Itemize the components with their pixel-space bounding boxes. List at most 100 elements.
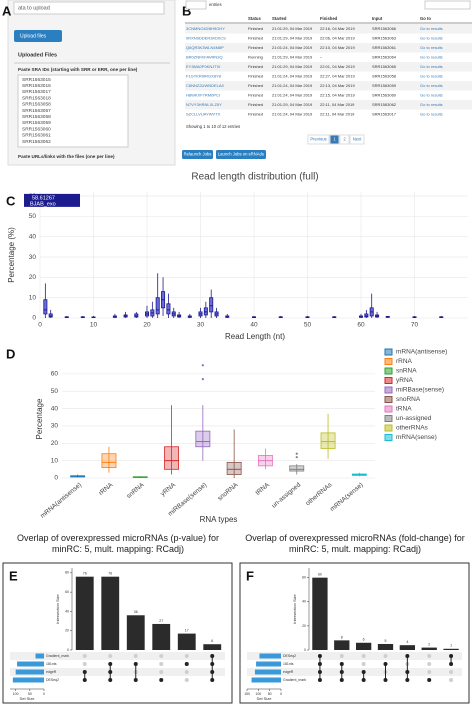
table-cell: Finished — [248, 73, 263, 78]
table-link[interactable]: 3CNMNO4DBH9GHY — [186, 26, 225, 31]
id-textarea — [17, 74, 129, 148]
y-tick-label: 40 — [29, 233, 37, 240]
action-button[interactable] — [216, 150, 266, 159]
bar — [312, 577, 328, 650]
sra-id: SRR1563059 — [22, 120, 51, 126]
action-button[interactable] — [182, 150, 213, 159]
bar — [177, 633, 196, 650]
table-link[interactable]: Go to results — [420, 26, 443, 31]
table-link[interactable]: F1GTKR9IRGX8Y8 — [186, 73, 222, 78]
table-link[interactable]: Go to results — [420, 35, 443, 40]
matrix-dot — [184, 670, 189, 674]
table-row — [185, 90, 472, 100]
table-cell: SRR1563061 — [372, 45, 397, 50]
x-tick-label: 100 — [13, 692, 19, 696]
table-link[interactable]: Q6QR3K3WLN4M8P — [186, 45, 224, 50]
table-link[interactable]: C8NNZ2UWNDELA9 — [186, 83, 225, 88]
x-tick-label: snRNA — [125, 481, 146, 500]
legend-label: snRNA — [396, 368, 417, 375]
legend-label: rRNA — [396, 358, 413, 365]
box — [101, 453, 117, 468]
action-button-label: Relaunch Jobs — [184, 152, 212, 157]
bar — [399, 645, 416, 650]
table-row — [185, 43, 472, 53]
value-label: 6 — [363, 638, 365, 642]
table-link[interactable]: Go to results — [420, 64, 443, 69]
section-heading: Paste SRA IDs (starting with SRR or ERR,… — [18, 67, 138, 72]
table-cell: 22:11, 04 Mar 2019 — [320, 111, 355, 116]
chart-title: Overlap of overexpressed microRNAs (fold… — [245, 533, 465, 554]
box — [164, 446, 179, 470]
value-label: 6 — [211, 639, 213, 643]
table-link[interactable]: Go to results — [420, 92, 443, 97]
table-cell: SRR1563060 — [372, 92, 397, 97]
table-cell: 21:01:24, 04 Mar 2019 — [272, 83, 313, 88]
bar — [126, 615, 145, 650]
x-tick-label: 10 — [90, 322, 98, 329]
table-link[interactable]: Go to results — [420, 83, 443, 88]
set-name: edgeR — [46, 670, 57, 674]
table-cell: Finished — [248, 26, 263, 31]
matrix-dot — [184, 678, 189, 682]
x-axis-label: RNA types — [200, 515, 238, 524]
page-button[interactable] — [329, 134, 340, 145]
table-link[interactable]: EY3MA0P0KNJTIX — [186, 64, 221, 69]
set-name: edgeR — [283, 670, 294, 674]
table-link[interactable]: BR0ZNFKFAVRN3Q — [186, 54, 223, 59]
value-label: 4 — [406, 640, 408, 644]
set-size-bar — [259, 653, 281, 659]
section-heading: Uploaded Files — [18, 52, 57, 58]
matrix-stripe — [247, 668, 462, 676]
table-cell: 22:16, 04 Mar 2019 — [320, 26, 355, 31]
table-link[interactable]: N7VY3HRNLXLZIIY — [186, 102, 222, 107]
table-row — [185, 52, 472, 62]
page-button-label: 2 — [343, 137, 346, 142]
y-tick-label: 10 — [51, 457, 59, 464]
set-size-bar — [254, 669, 281, 675]
table-link[interactable]: Go to results — [420, 54, 443, 59]
table-link[interactable]: Go to results — [420, 73, 443, 78]
matrix-dot — [361, 654, 366, 658]
legend-label: otherRNAs — [396, 425, 429, 432]
table-cell: Running — [248, 54, 263, 59]
page-button[interactable] — [339, 134, 350, 145]
matrix-dot — [133, 654, 138, 658]
box — [364, 313, 369, 318]
section-heading: Paste URLs/links with the files (one per… — [18, 154, 115, 159]
value-label: 60 — [318, 573, 322, 577]
column-header: Status — [248, 16, 261, 21]
upload-button[interactable] — [14, 30, 62, 42]
table-cell: Finished — [248, 45, 263, 50]
sra-id: SRR1563016 — [22, 83, 51, 89]
table-link[interactable]: 0RXN9DDER3KD0CS — [186, 35, 226, 40]
y-tick-label: 80 — [65, 571, 69, 575]
table-cell: 21:01:29, 04 Mar 2019 — [272, 35, 313, 40]
entries-select[interactable] — [185, 0, 207, 10]
table-cell: 21:01:24, 04 Mar 2019 — [272, 73, 313, 78]
page-button[interactable] — [307, 134, 330, 145]
legend-swatch — [384, 386, 393, 394]
matrix-dot — [184, 654, 189, 658]
table-cell: 21:01:29, 04 Mar 2019 — [272, 102, 313, 107]
y-tick-label: 20 — [29, 274, 37, 281]
page-button[interactable] — [349, 134, 365, 145]
matrix-dot — [427, 678, 432, 682]
legend-swatch — [384, 377, 393, 384]
legend-swatch — [384, 396, 393, 403]
value-label: 27 — [159, 619, 163, 623]
legend-swatch — [384, 415, 393, 422]
table-link[interactable]: Go to results — [420, 111, 443, 116]
table-link[interactable]: SZCLLVUAYWVTX — [186, 111, 221, 116]
table-cell: SRR1563017 — [372, 111, 397, 116]
table-link[interactable]: H8WKXF7RM0PCI — [186, 92, 220, 97]
search-box[interactable] — [424, 0, 471, 10]
set-name: Gradient_mark — [283, 678, 306, 682]
legend-label: tRNA — [396, 406, 412, 413]
panel-letter: C — [6, 193, 16, 208]
value-label: 8 — [341, 635, 343, 639]
table-link[interactable]: Go to results — [420, 45, 443, 50]
table-link[interactable]: Go to results — [420, 102, 443, 107]
value-label: 76 — [108, 572, 112, 576]
